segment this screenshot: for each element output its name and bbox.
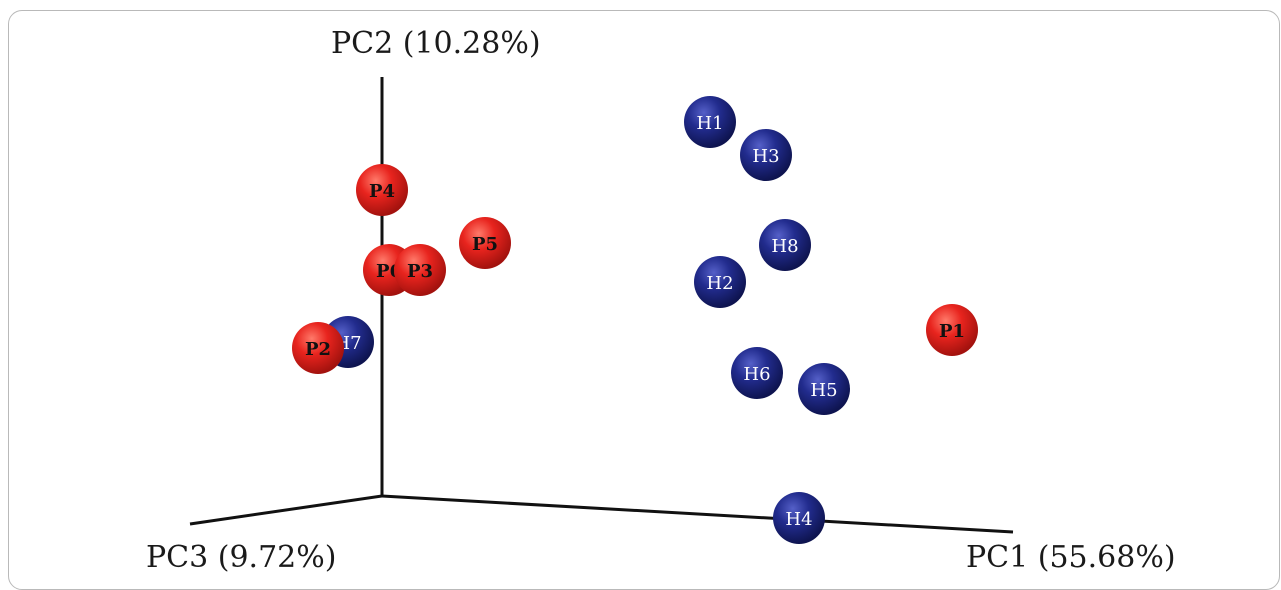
pc2-axis-label: PC2 (10.28%) — [331, 26, 541, 61]
point-label: P4 — [369, 181, 395, 202]
point-label: H3 — [752, 146, 779, 167]
point-marker — [394, 244, 446, 296]
point-marker — [798, 363, 850, 415]
point-label: H5 — [810, 380, 837, 401]
point-h1: H1 — [684, 96, 736, 148]
point-h4: H4 — [773, 492, 825, 544]
pc3-axis-label: PC3 (9.72%) — [146, 540, 337, 575]
point-label: H2 — [706, 273, 733, 294]
point-h8: H8 — [759, 219, 811, 271]
point-marker — [356, 164, 408, 216]
point-label: P1 — [939, 321, 965, 342]
point-h2: H2 — [694, 256, 746, 308]
point-marker — [684, 96, 736, 148]
point-marker — [459, 217, 511, 269]
point-label: P5 — [472, 234, 498, 255]
point-p4: P4 — [356, 164, 408, 216]
point-marker — [694, 256, 746, 308]
axes — [189, 77, 1014, 534]
figure-frame — [8, 10, 1280, 590]
point-label: H8 — [771, 236, 798, 257]
point-marker — [731, 347, 783, 399]
point-h5: H5 — [798, 363, 850, 415]
point-marker — [740, 129, 792, 181]
point-label: H1 — [696, 113, 723, 134]
point-p5: P5 — [459, 217, 511, 269]
point-label: H4 — [785, 509, 812, 530]
point-marker — [773, 492, 825, 544]
pc1-axis-line — [381, 494, 1014, 534]
point-p3: P3 — [394, 244, 446, 296]
pc3-axis-line — [189, 494, 383, 526]
point-marker — [292, 322, 344, 374]
point-marker — [926, 304, 978, 356]
point-label: P2 — [305, 339, 331, 360]
point-label: H6 — [743, 364, 770, 385]
pc1-axis-label: PC1 (55.68%) — [966, 540, 1176, 575]
point-marker — [759, 219, 811, 271]
point-h6: H6 — [731, 347, 783, 399]
point-p1: P1 — [926, 304, 978, 356]
point-h3: H3 — [740, 129, 792, 181]
point-label: P3 — [407, 261, 433, 282]
point-p2: P2 — [292, 322, 344, 374]
